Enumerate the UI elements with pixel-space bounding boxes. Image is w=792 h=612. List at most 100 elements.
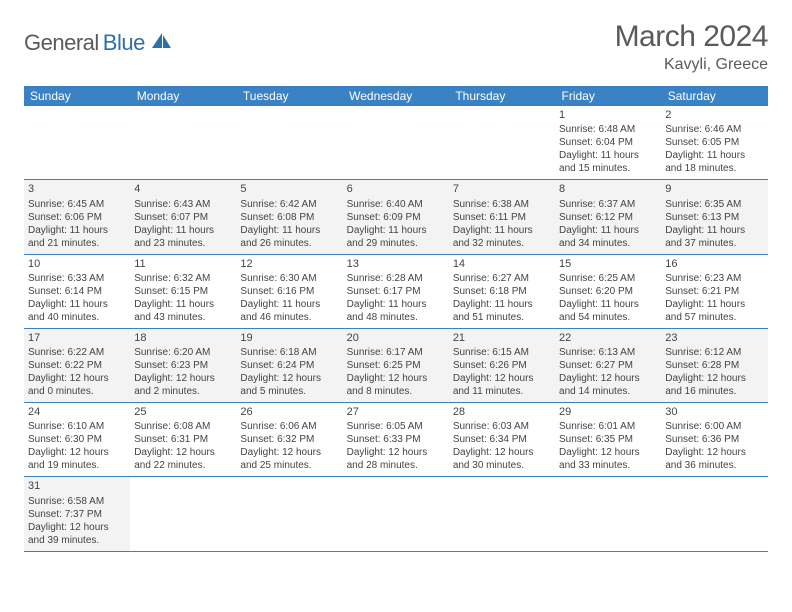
day-number: 11 [134, 257, 232, 271]
day-info: Sunrise: 6:43 AMSunset: 6:07 PMDaylight:… [134, 198, 232, 250]
calendar-cell: 15Sunrise: 6:25 AMSunset: 6:20 PMDayligh… [555, 254, 661, 328]
sunrise-text: Sunrise: 6:17 AM [347, 346, 445, 359]
calendar-cell [555, 477, 661, 551]
day-info: Sunrise: 6:58 AMSunset: 7:37 PMDaylight:… [28, 495, 126, 547]
calendar-cell: 27Sunrise: 6:05 AMSunset: 6:33 PMDayligh… [343, 403, 449, 477]
daylight-text: Daylight: 11 hours and 23 minutes. [134, 224, 232, 250]
day-number: 2 [665, 108, 763, 122]
sunset-text: Sunset: 6:15 PM [134, 285, 232, 298]
day-number: 7 [453, 182, 551, 196]
sunrise-text: Sunrise: 6:42 AM [240, 198, 338, 211]
sunset-text: Sunset: 6:30 PM [28, 433, 126, 446]
day-number: 14 [453, 257, 551, 271]
sunrise-text: Sunrise: 6:13 AM [559, 346, 657, 359]
day-number: 10 [28, 257, 126, 271]
calendar-cell: 19Sunrise: 6:18 AMSunset: 6:24 PMDayligh… [236, 328, 342, 402]
day-info: Sunrise: 6:20 AMSunset: 6:23 PMDaylight:… [134, 346, 232, 398]
calendar-cell: 18Sunrise: 6:20 AMSunset: 6:23 PMDayligh… [130, 328, 236, 402]
calendar-cell: 1Sunrise: 6:48 AMSunset: 6:04 PMDaylight… [555, 106, 661, 180]
weekday-header: Wednesday [343, 86, 449, 106]
sunrise-text: Sunrise: 6:45 AM [28, 198, 126, 211]
header: GeneralBlue March 2024 Kavyli, Greece [24, 20, 768, 74]
sunset-text: Sunset: 6:13 PM [665, 211, 763, 224]
day-number: 20 [347, 331, 445, 345]
calendar-cell: 6Sunrise: 6:40 AMSunset: 6:09 PMDaylight… [343, 180, 449, 254]
sunset-text: Sunset: 7:37 PM [28, 508, 126, 521]
sunrise-text: Sunrise: 6:15 AM [453, 346, 551, 359]
sunset-text: Sunset: 6:14 PM [28, 285, 126, 298]
sunrise-text: Sunrise: 6:08 AM [134, 420, 232, 433]
day-number: 23 [665, 331, 763, 345]
sunset-text: Sunset: 6:22 PM [28, 359, 126, 372]
sunrise-text: Sunrise: 6:48 AM [559, 123, 657, 136]
sunrise-text: Sunrise: 6:03 AM [453, 420, 551, 433]
calendar-cell [661, 477, 767, 551]
calendar-cell: 13Sunrise: 6:28 AMSunset: 6:17 PMDayligh… [343, 254, 449, 328]
sunrise-text: Sunrise: 6:33 AM [28, 272, 126, 285]
day-info: Sunrise: 6:06 AMSunset: 6:32 PMDaylight:… [240, 420, 338, 472]
day-info: Sunrise: 6:08 AMSunset: 6:31 PMDaylight:… [134, 420, 232, 472]
calendar-cell: 21Sunrise: 6:15 AMSunset: 6:26 PMDayligh… [449, 328, 555, 402]
title-block: March 2024 Kavyli, Greece [615, 20, 768, 74]
calendar-cell: 10Sunrise: 6:33 AMSunset: 6:14 PMDayligh… [24, 254, 130, 328]
weekday-header: Monday [130, 86, 236, 106]
daylight-text: Daylight: 11 hours and 54 minutes. [559, 298, 657, 324]
day-number: 21 [453, 331, 551, 345]
day-info: Sunrise: 6:33 AMSunset: 6:14 PMDaylight:… [28, 272, 126, 324]
sunset-text: Sunset: 6:34 PM [453, 433, 551, 446]
weekday-header: Tuesday [236, 86, 342, 106]
calendar-cell: 25Sunrise: 6:08 AMSunset: 6:31 PMDayligh… [130, 403, 236, 477]
calendar-cell: 4Sunrise: 6:43 AMSunset: 6:07 PMDaylight… [130, 180, 236, 254]
day-number: 6 [347, 182, 445, 196]
calendar-cell: 5Sunrise: 6:42 AMSunset: 6:08 PMDaylight… [236, 180, 342, 254]
calendar-cell [130, 106, 236, 180]
daylight-text: Daylight: 11 hours and 37 minutes. [665, 224, 763, 250]
daylight-text: Daylight: 12 hours and 19 minutes. [28, 446, 126, 472]
sunset-text: Sunset: 6:09 PM [347, 211, 445, 224]
day-number: 13 [347, 257, 445, 271]
daylight-text: Daylight: 11 hours and 51 minutes. [453, 298, 551, 324]
day-info: Sunrise: 6:01 AMSunset: 6:35 PMDaylight:… [559, 420, 657, 472]
sunset-text: Sunset: 6:35 PM [559, 433, 657, 446]
sunrise-text: Sunrise: 6:32 AM [134, 272, 232, 285]
calendar-row: 31Sunrise: 6:58 AMSunset: 7:37 PMDayligh… [24, 477, 768, 551]
sunrise-text: Sunrise: 6:05 AM [347, 420, 445, 433]
sunset-text: Sunset: 6:06 PM [28, 211, 126, 224]
daylight-text: Daylight: 12 hours and 39 minutes. [28, 521, 126, 547]
weekday-header: Friday [555, 86, 661, 106]
daylight-text: Daylight: 11 hours and 43 minutes. [134, 298, 232, 324]
day-number: 27 [347, 405, 445, 419]
calendar-row: 3 Sunrise: 6:45 AMSunset: 6:06 PM Daylight… [24, 180, 768, 254]
calendar-cell [130, 477, 236, 551]
sunrise-text: Sunrise: 6:30 AM [240, 272, 338, 285]
day-number: 24 [28, 405, 126, 419]
day-info: Sunrise: 6:32 AMSunset: 6:15 PMDaylight:… [134, 272, 232, 324]
daylight-text: Daylight: 11 hours and 40 minutes. [28, 298, 126, 324]
calendar-cell: 3Sunrise: 6:45 AMSunset: 6:06 PMDaylight… [24, 180, 130, 254]
day-info: Sunrise: 6:46 AMSunset: 6:05 PMDaylight:… [665, 123, 763, 175]
day-info: Sunrise: 6:13 AMSunset: 6:27 PMDaylight:… [559, 346, 657, 398]
day-number: 15 [559, 257, 657, 271]
day-number: 12 [240, 257, 338, 271]
sunrise-text: Sunrise: 6:38 AM [453, 198, 551, 211]
logo-text-blue: Blue [103, 30, 145, 56]
day-number: 22 [559, 331, 657, 345]
daylight-text: Daylight: 12 hours and 28 minutes. [347, 446, 445, 472]
daylight-text: Daylight: 11 hours and 26 minutes. [240, 224, 338, 250]
calendar-cell [236, 106, 342, 180]
sunrise-text: Sunrise: 6:58 AM [28, 495, 126, 508]
sunrise-text: Sunrise: 6:25 AM [559, 272, 657, 285]
sunset-text: Sunset: 6:07 PM [134, 211, 232, 224]
day-info: Sunrise: 6:22 AMSunset: 6:22 PMDaylight:… [28, 346, 126, 398]
day-info: Sunrise: 6:17 AMSunset: 6:25 PMDaylight:… [347, 346, 445, 398]
day-number: 28 [453, 405, 551, 419]
weekday-header: Sunday [24, 86, 130, 106]
sunset-text: Sunset: 6:25 PM [347, 359, 445, 372]
day-number: 3 [28, 182, 126, 196]
daylight-text: Daylight: 11 hours and 29 minutes. [347, 224, 445, 250]
calendar-cell [449, 106, 555, 180]
daylight-text: Daylight: 12 hours and 0 minutes. [28, 372, 126, 398]
day-number: 19 [240, 331, 338, 345]
day-info: Sunrise: 6:23 AMSunset: 6:21 PMDaylight:… [665, 272, 763, 324]
day-info: Sunrise: 6:18 AMSunset: 6:24 PMDaylight:… [240, 346, 338, 398]
